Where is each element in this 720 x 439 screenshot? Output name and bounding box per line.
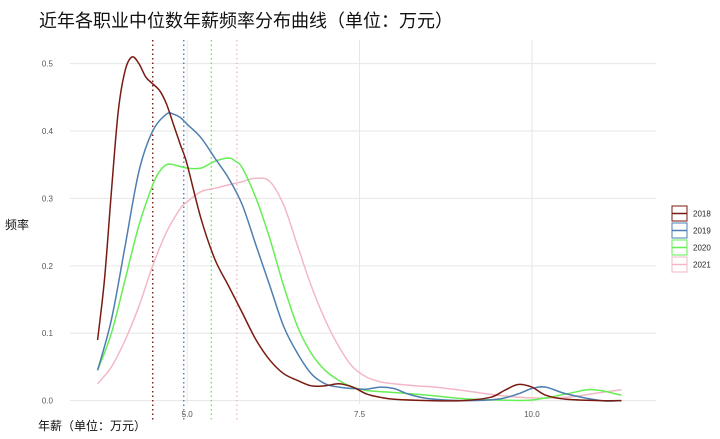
x-tick-label: 10.0	[524, 410, 540, 419]
y-axis-title: 频率	[5, 217, 29, 232]
x-tick-label: 5.0	[182, 410, 194, 419]
x-axis-title: 年薪（单位：万元）	[38, 418, 146, 433]
legend-label-2019: 2019	[693, 227, 711, 236]
y-tick-label: 0.4	[42, 127, 54, 136]
median-lines	[152, 40, 238, 420]
y-tick-label: 0.1	[42, 329, 54, 338]
legend-label-2020: 2020	[693, 244, 711, 253]
series-curves	[96, 55, 622, 402]
y-tick-label: 0.3	[42, 194, 54, 203]
gridlines	[70, 40, 656, 404]
legend: 2018 2019 2020 2021	[671, 205, 711, 273]
series-line-2021	[97, 177, 622, 399]
legend-label-2021: 2021	[693, 261, 711, 270]
legend-label-2018: 2018	[693, 210, 711, 219]
y-tick-label: 0.0	[42, 397, 54, 406]
chart-title: 近年各职业中位数年薪频率分布曲线（单位：万元）	[39, 11, 453, 32]
x-tick-label: 7.5	[354, 410, 366, 419]
y-axis-ticks: 0.0 0.1 0.2 0.3 0.4 0.5	[42, 60, 54, 406]
series-line-2018	[96, 55, 622, 402]
y-tick-label: 0.5	[42, 60, 54, 69]
plot-panel	[70, 40, 656, 404]
x-axis-ticks: 5.0 7.5 10.0	[182, 410, 541, 419]
y-tick-label: 0.2	[42, 262, 54, 271]
